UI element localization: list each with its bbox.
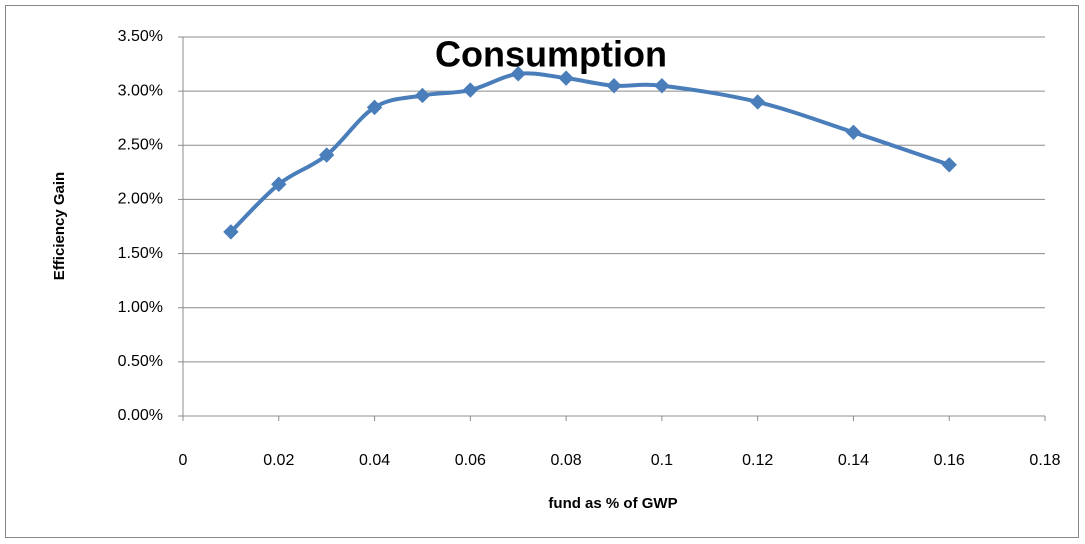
y-tick-label: 3.00%: [118, 82, 163, 99]
x-tick-label: 0.12: [742, 452, 773, 469]
marker: [606, 78, 622, 94]
y-tick-label: 2.00%: [118, 191, 163, 208]
marker: [462, 82, 479, 98]
x-tick-label: 0.06: [455, 452, 486, 469]
x-tick-label: 0.1: [651, 452, 673, 469]
marker: [941, 157, 957, 173]
chart-title: Consumption: [435, 34, 667, 75]
y-tick-label: 0.00%: [118, 407, 163, 424]
y-axis-title: Efficiency Gain: [51, 172, 68, 280]
marker: [510, 66, 526, 82]
x-axis-title: fund as % of GWP: [548, 495, 677, 512]
marker: [749, 94, 766, 110]
marker: [318, 147, 335, 163]
x-tick-label: 0.16: [934, 452, 965, 469]
y-tick-label: 2.50%: [118, 137, 163, 154]
y-tick-label: 3.50%: [118, 28, 163, 45]
marker: [845, 124, 862, 140]
x-tick-label: 0.08: [551, 452, 582, 469]
x-tick-label: 0.04: [359, 452, 390, 469]
marker: [414, 87, 431, 104]
marker: [654, 78, 670, 94]
y-tick-label: 1.50%: [118, 245, 163, 262]
marker: [271, 176, 287, 192]
marker: [558, 70, 574, 86]
y-tick-label: 0.50%: [118, 353, 163, 370]
x-tick-label: 0.14: [838, 452, 869, 469]
x-tick-label: 0.02: [263, 452, 294, 469]
marker: [223, 224, 239, 240]
x-tick-label: 0.18: [1029, 452, 1060, 469]
marker: [366, 99, 383, 116]
x-tick-label: 0: [179, 452, 188, 469]
y-tick-label: 1.00%: [118, 299, 163, 316]
chart-border: [5, 5, 1079, 538]
